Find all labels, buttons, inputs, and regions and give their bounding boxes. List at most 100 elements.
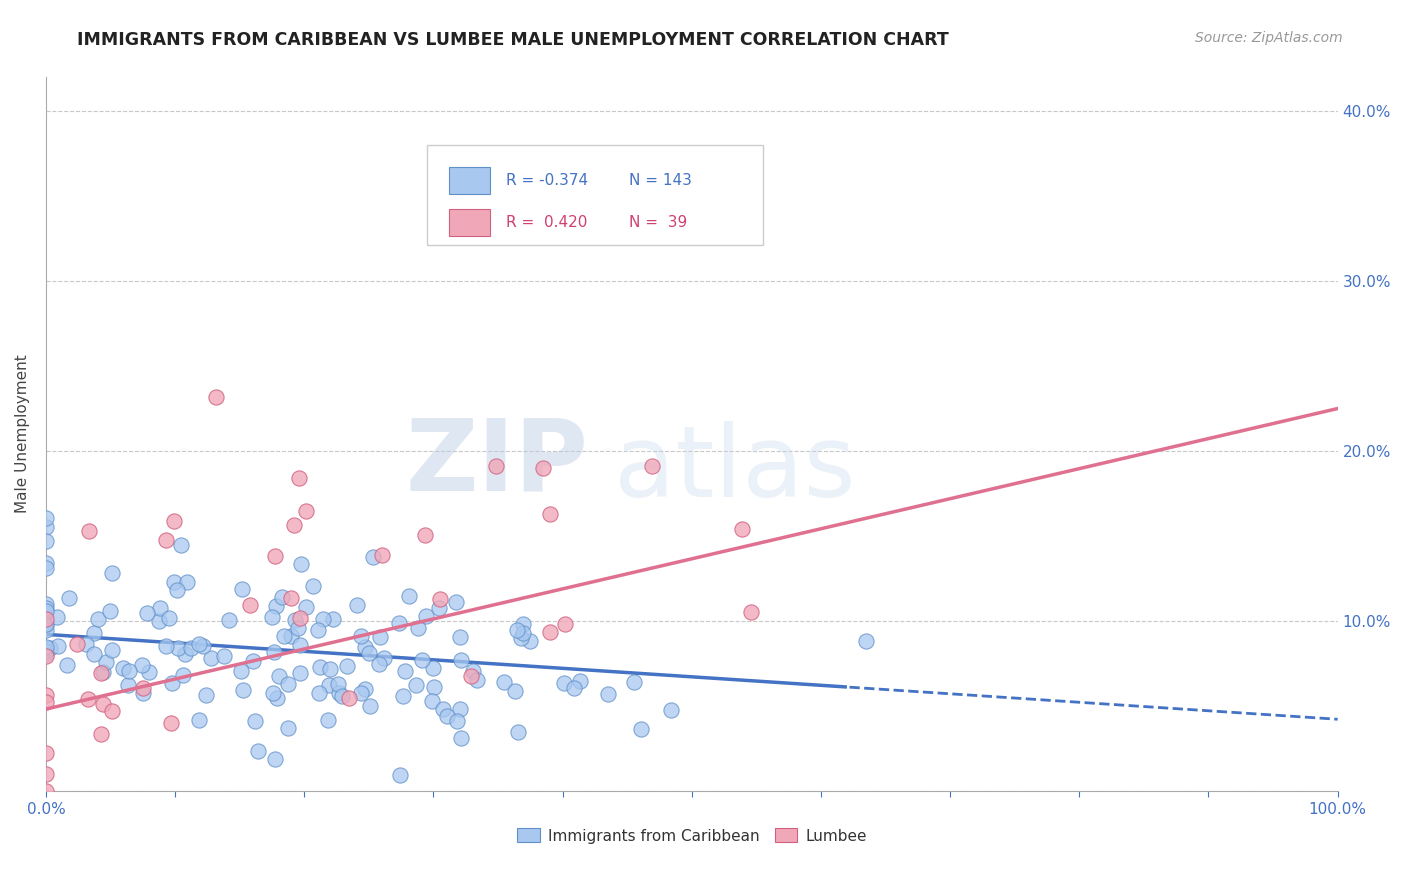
Point [394, 664, 416, 678]
Point [337, 690, 360, 705]
Point [35, 618, 58, 632]
Point [740, 605, 762, 619]
Point [538, 624, 561, 639]
Point [510, 631, 533, 645]
Point [264, 752, 287, 766]
Point [357, 646, 380, 660]
Point [413, 527, 436, 541]
Point [35, 561, 58, 575]
Point [531, 461, 554, 475]
Point [155, 640, 177, 654]
Point [359, 699, 381, 714]
Point [160, 676, 183, 690]
Point [354, 640, 377, 654]
Point [423, 680, 446, 694]
Text: R = -0.374: R = -0.374 [506, 173, 588, 187]
Point [90, 727, 112, 741]
Point [388, 615, 411, 630]
Point [138, 665, 160, 679]
Point [444, 595, 467, 609]
Point [301, 579, 323, 593]
Point [90, 665, 112, 680]
Point [465, 673, 488, 688]
Point [132, 681, 155, 695]
FancyBboxPatch shape [449, 209, 491, 236]
Point [35, 615, 58, 629]
Point [371, 548, 394, 562]
Point [288, 639, 311, 653]
Point [554, 617, 576, 632]
Text: N =  39: N = 39 [628, 215, 686, 230]
Point [35, 612, 58, 626]
Point [280, 629, 302, 643]
Point [35, 783, 58, 797]
Point [388, 768, 411, 782]
Point [346, 598, 368, 612]
Point [163, 514, 186, 528]
Point [519, 634, 541, 648]
Point [131, 658, 153, 673]
Point [398, 589, 420, 603]
Point [83, 626, 105, 640]
Point [263, 645, 285, 659]
Text: Source: ZipAtlas.com: Source: ZipAtlas.com [1195, 31, 1343, 45]
Point [405, 678, 427, 692]
Point [276, 676, 298, 690]
Point [260, 610, 283, 624]
Point [101, 642, 124, 657]
Point [231, 582, 253, 597]
Point [187, 636, 209, 650]
Point [35, 647, 58, 661]
Point [77, 524, 100, 538]
Point [149, 600, 172, 615]
Point [492, 674, 515, 689]
Point [35, 534, 58, 549]
Point [273, 629, 295, 643]
Point [367, 657, 389, 672]
Point [461, 665, 484, 679]
Point [287, 621, 309, 635]
Point [163, 574, 186, 589]
Point [35, 695, 58, 709]
Point [406, 621, 429, 635]
Text: N = 143: N = 143 [628, 173, 692, 187]
Text: ZIP: ZIP [405, 414, 589, 511]
Point [506, 624, 529, 638]
Point [166, 583, 188, 598]
Point [232, 683, 254, 698]
Point [308, 685, 330, 699]
Point [318, 678, 340, 692]
Point [450, 653, 472, 667]
Point [508, 725, 530, 739]
Point [432, 702, 454, 716]
Point [218, 613, 240, 627]
Point [87, 612, 110, 626]
Point [173, 648, 195, 662]
Point [117, 678, 139, 692]
Point [429, 592, 451, 607]
Point [66, 637, 89, 651]
Point [100, 604, 122, 618]
Point [94, 656, 117, 670]
Point [411, 653, 433, 667]
Point [243, 714, 266, 728]
Point [160, 716, 183, 731]
Point [118, 664, 141, 678]
FancyBboxPatch shape [449, 167, 491, 194]
Point [623, 675, 645, 690]
Point [316, 713, 339, 727]
Point [322, 612, 344, 626]
Point [284, 613, 307, 627]
Point [239, 599, 262, 613]
Point [242, 655, 264, 669]
Point [855, 633, 877, 648]
Point [191, 639, 214, 653]
Point [167, 641, 190, 656]
Point [212, 649, 235, 664]
Point [157, 611, 180, 625]
Point [264, 549, 287, 563]
Point [35, 623, 58, 637]
Point [361, 550, 384, 565]
Point [368, 630, 391, 644]
Point [170, 538, 193, 552]
